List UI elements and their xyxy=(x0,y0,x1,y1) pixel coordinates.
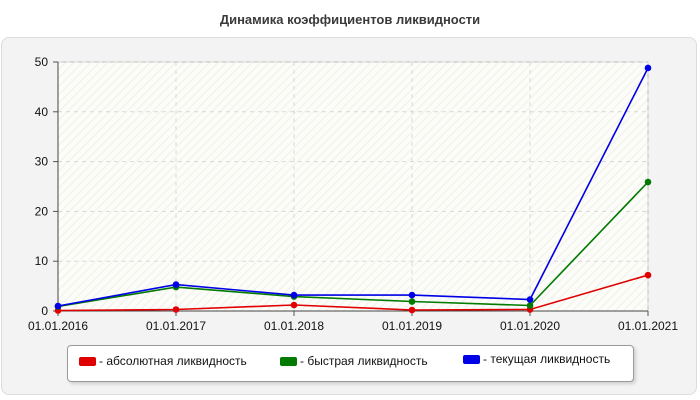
data-point xyxy=(172,306,180,313)
legend-item-quick: - быстрая ликвидность xyxy=(280,354,428,368)
series-line-1 xyxy=(57,181,649,308)
legend-item-current: - текущая ликвидность xyxy=(463,352,610,366)
legend-label-current: - текущая ликвидность xyxy=(483,352,611,366)
data-point xyxy=(290,301,298,309)
legend-swatch-absolute xyxy=(79,356,96,366)
legend: - абсолютная ликвидность - быстрая ликви… xyxy=(67,345,634,382)
data-point xyxy=(172,281,180,288)
y-tick-label: 50 xyxy=(35,55,49,69)
data-point xyxy=(54,302,62,310)
x-tick-label: 01.01.2019 xyxy=(382,319,442,333)
data-point xyxy=(644,178,652,186)
x-tick-label: 01.01.2018 xyxy=(264,319,324,333)
data-point xyxy=(408,306,416,314)
x-tick-label: 01.01.2021 xyxy=(618,319,678,333)
data-point xyxy=(408,291,416,299)
data-point xyxy=(644,271,652,279)
data-point xyxy=(526,296,534,303)
data-point xyxy=(526,302,534,309)
y-tick-label: 20 xyxy=(35,204,49,218)
data-point xyxy=(644,64,652,72)
y-tick-label: 30 xyxy=(35,155,49,169)
x-tick-label: 01.01.2017 xyxy=(146,319,206,333)
grid-lines xyxy=(58,61,649,311)
series-lines xyxy=(54,64,652,314)
series-line-0 xyxy=(57,274,649,312)
chart-title: Динамика коэффициентов ликвидности xyxy=(219,12,481,27)
legend-label-quick: - быстрая ликвидность xyxy=(300,354,428,368)
legend-item-absolute: - абсолютная ликвидность xyxy=(79,354,247,368)
series-line-2 xyxy=(57,67,649,307)
plot-area xyxy=(57,61,649,312)
y-tick-label: 40 xyxy=(35,105,49,119)
legend-swatch-quick xyxy=(280,356,297,366)
y-tick-label: 10 xyxy=(35,254,49,268)
data-point xyxy=(290,291,298,299)
tick-labels: 0 10 20 30 40 50 01.01.2016 01.01.2017 01.01.201… xyxy=(28,55,678,333)
data-point xyxy=(408,298,416,305)
x-tick-label: 01.01.2016 xyxy=(28,319,88,333)
legend-label-absolute: - абсолютная ликвидность xyxy=(99,354,247,368)
y-tick-label: 0 xyxy=(41,304,48,318)
x-tick-label: 01.01.2020 xyxy=(500,319,560,333)
legend-swatch-current xyxy=(463,354,480,364)
